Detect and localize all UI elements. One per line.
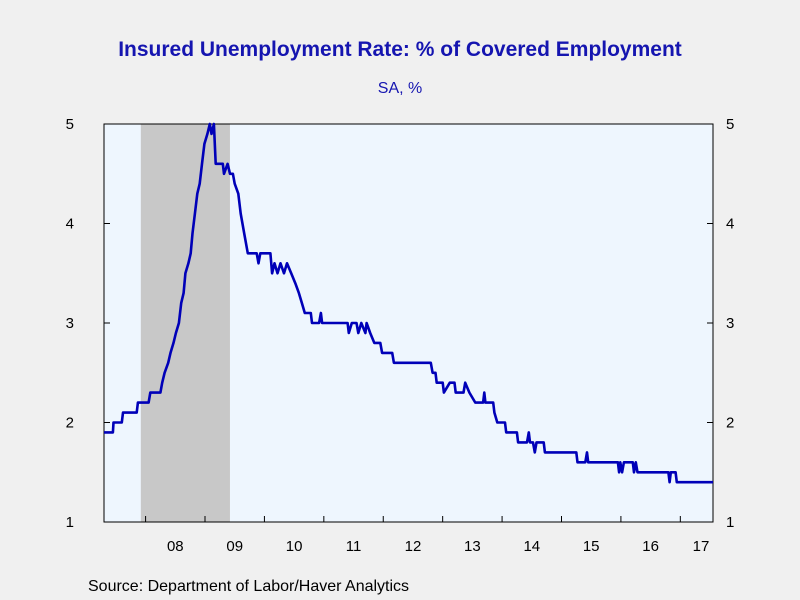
y-tick-label-right: 3 <box>726 315 734 332</box>
tick-marks <box>104 123 713 523</box>
x-tick-label: 15 <box>583 538 600 555</box>
chart-title: Insured Unemployment Rate: % of Covered … <box>118 38 682 61</box>
y-tick-label-left: 5 <box>66 116 74 133</box>
y-tick-label-right: 2 <box>726 415 734 432</box>
y-tick-label-left: 1 <box>66 514 74 531</box>
y-tick-label-left: 2 <box>66 415 74 432</box>
series-line <box>104 122 713 484</box>
x-tick-label: 10 <box>286 538 303 555</box>
chart-source: Source: Department of Labor/Haver Analyt… <box>88 578 410 595</box>
recession-band <box>140 124 230 522</box>
chart-subtitle: SA, % <box>377 80 423 97</box>
recession-shading-layer <box>140 124 230 522</box>
x-tick-label: 14 <box>523 538 540 555</box>
x-tick-label: 17 <box>693 538 710 555</box>
y-tick-label-right: 5 <box>726 116 734 133</box>
tick-labels: 1 12 23 34 45 508 09 10 11 12 13 14 15 16 17 <box>66 116 735 555</box>
y-tick-label-right: 4 <box>726 216 734 233</box>
x-tick-label: 12 <box>405 538 422 555</box>
x-tick-label: 08 <box>167 538 184 555</box>
y-tick-label-left: 3 <box>66 315 74 332</box>
x-tick-label: 11 <box>346 538 362 555</box>
y-tick-label-right: 1 <box>726 514 734 531</box>
x-tick-label: 13 <box>464 538 481 555</box>
x-tick-label: 16 <box>642 538 659 555</box>
x-tick-label: 09 <box>226 538 243 555</box>
series-layer <box>104 122 713 484</box>
y-tick-label-left: 4 <box>66 216 74 233</box>
